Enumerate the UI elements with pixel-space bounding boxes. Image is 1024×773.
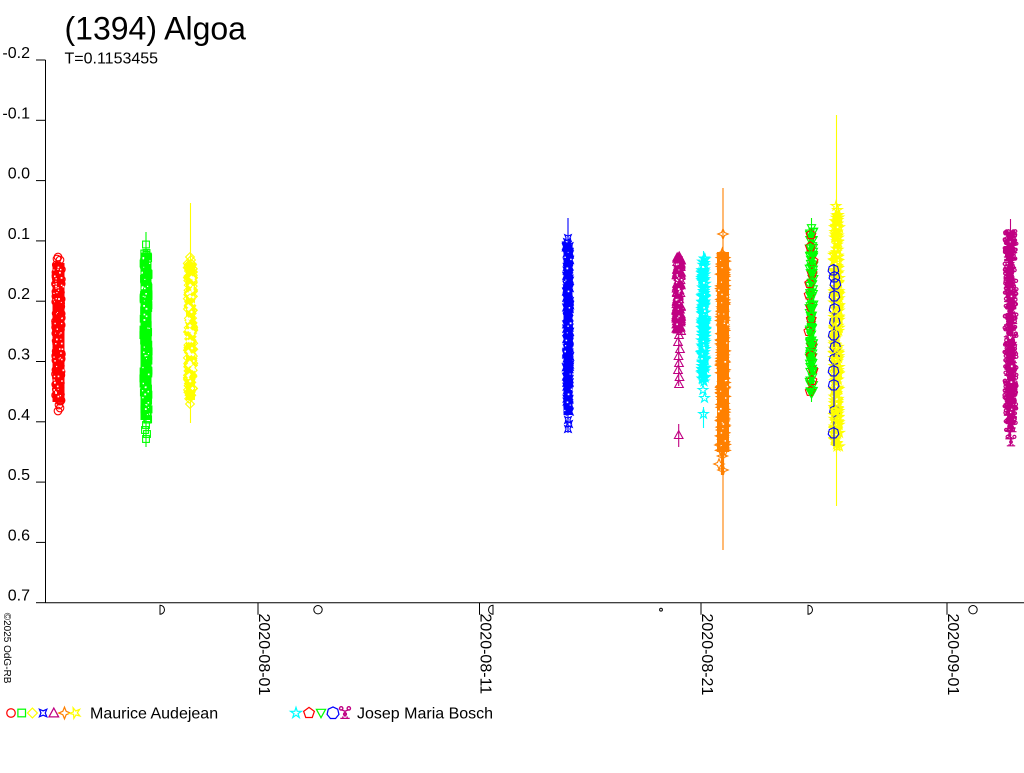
svg-text:2020-08-21: 2020-08-21 [698,614,715,696]
svg-text:0.5: 0.5 [8,467,30,484]
svg-text:0.3: 0.3 [8,347,30,364]
svg-text:0.1: 0.1 [8,226,30,243]
svg-text:-0.2: -0.2 [2,45,30,62]
svg-text:2020-08-11: 2020-08-11 [477,614,494,695]
svg-text:0.6: 0.6 [8,527,30,544]
svg-text:0.0: 0.0 [8,166,30,183]
svg-text:T=0.1153455: T=0.1153455 [65,51,159,68]
svg-text:(1394) Algoa: (1394) Algoa [65,10,247,46]
svg-text:Maurice Audejean: Maurice Audejean [90,706,218,723]
svg-text:2020-09-01: 2020-09-01 [944,614,961,696]
svg-text:©2025 OdG-RB: ©2025 OdG-RB [1,613,12,684]
svg-text:0.2: 0.2 [8,286,30,303]
svg-text:0.7: 0.7 [8,588,30,605]
svg-text:0.4: 0.4 [8,407,30,424]
svg-text:-0.1: -0.1 [2,105,30,122]
svg-text:2020-08-01: 2020-08-01 [255,614,272,696]
svg-text:Josep Maria Bosch: Josep Maria Bosch [357,706,493,723]
